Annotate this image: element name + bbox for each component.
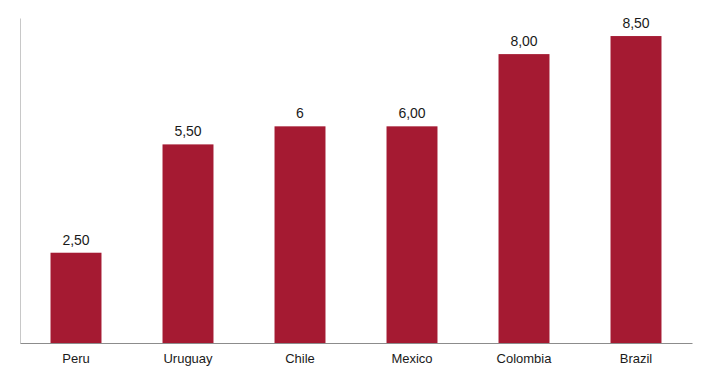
bars [51,36,662,343]
x-tick: Uruguay [163,351,213,366]
y-axis [20,19,21,344]
bar [499,54,550,343]
x-tick-label: Uruguay [163,351,213,366]
data-label: 6 [296,105,304,121]
x-tick: Colombia [497,351,553,366]
data-label: 8,50 [622,15,649,31]
x-axis: Peru Uruguay Chile Mexico Colombia Brazil [21,344,693,367]
x-tick-label: Brazil [620,351,653,366]
bar [611,36,662,343]
x-tick-label: Peru [62,351,89,366]
data-label: 5,50 [174,123,201,139]
x-tick: Peru [62,351,89,366]
chart-svg: Peru Uruguay Chile Mexico Colombia Brazil 2,50… [0,0,709,380]
chart-container: Peru Uruguay Chile Mexico Colombia Brazil 2,50… [0,0,709,380]
bar [275,126,326,343]
bar [163,144,214,343]
bar [387,126,438,343]
x-tick: Chile [285,351,315,366]
x-tick-label: Mexico [391,351,432,366]
x-tick-label: Chile [285,351,315,366]
x-tick: Brazil [620,351,653,366]
x-tick: Mexico [391,351,432,366]
data-labels: 2,50 5,50 6 6,00 8,00 8,50 [62,15,649,248]
data-label: 8,00 [510,33,537,49]
x-tick-label: Colombia [497,351,553,366]
y-axis-line [20,19,21,344]
bar [51,253,102,343]
x-axis-line [21,343,693,344]
data-label: 6,00 [398,105,425,121]
data-label: 2,50 [62,232,89,248]
